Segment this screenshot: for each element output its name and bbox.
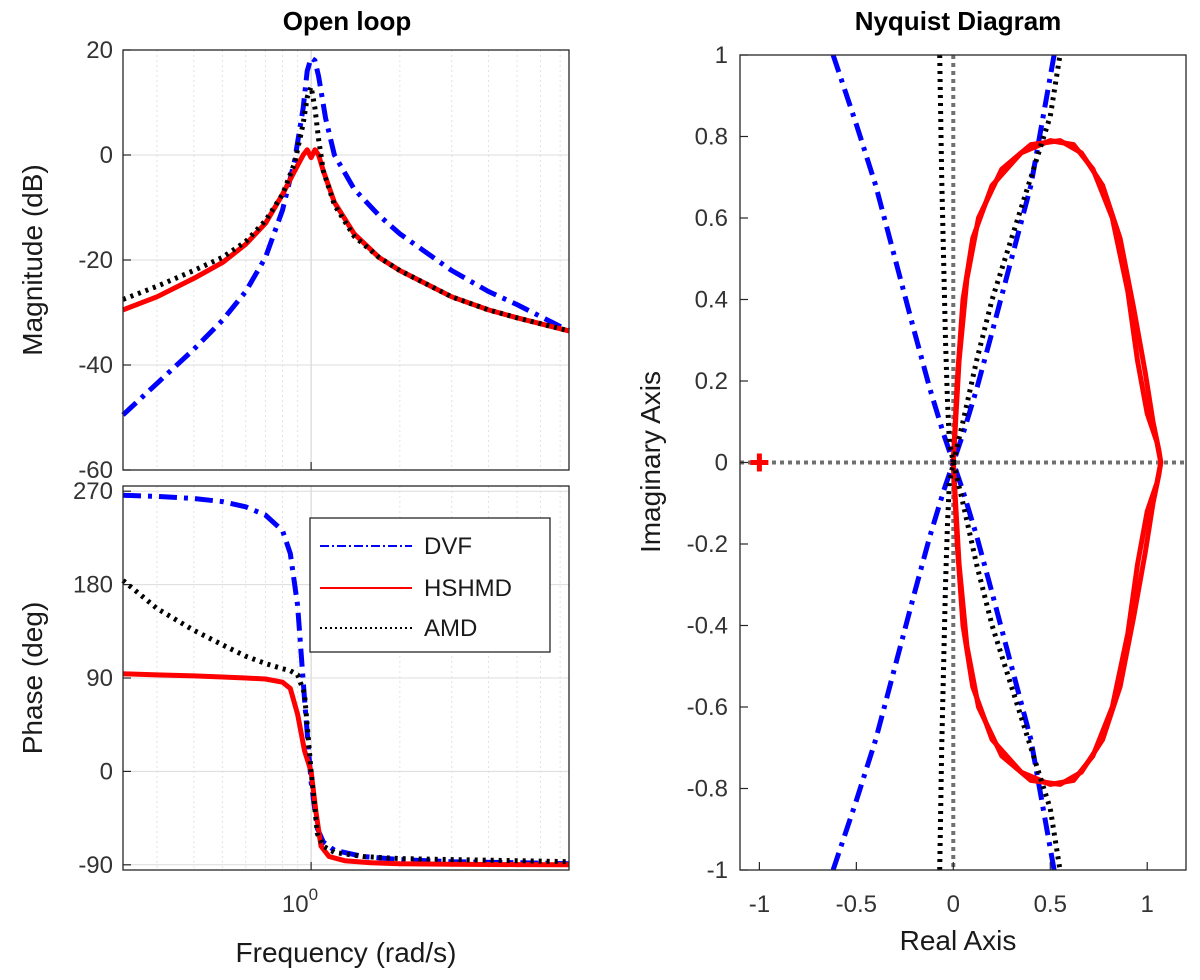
frequency-x-axis-title: Frequency (rad/s)	[236, 937, 457, 968]
nyquist-hshmd-curve	[950, 138, 1164, 787]
nyquist-ticks: -1 -0.5 0 0.5 1 1 0.8 0.6 0.4 0.2 0 -0.2 -0.4 -0.6 -0.…	[687, 42, 1154, 918]
magnitude-plot: Open loop 20 0 -20 -40 -60 Magnitude (dB)	[17, 6, 571, 484]
nyquist-y-tick-label: 0.8	[695, 124, 728, 151]
legend: DVF HSHMD AMD	[309, 517, 551, 653]
phase-y-ticks: 270 180 90 0 -90	[73, 478, 312, 879]
nyquist-x-tick-label: -0.5	[836, 891, 877, 918]
x-tick-base: 10	[282, 891, 309, 918]
nyquist-axes-box	[739, 54, 1187, 871]
frequency-x-tick-label: 100	[282, 885, 318, 918]
nyquist-x-tick-label: 0.5	[1034, 891, 1067, 918]
y-tick-label: 0	[100, 758, 113, 785]
magnitude-series-group	[121, 55, 571, 417]
x-tick-exponent: 0	[309, 885, 318, 904]
nyquist-x-tick-label: 1	[1141, 891, 1154, 918]
nyquist-title: Nyquist Diagram	[855, 6, 1062, 36]
nyquist-x-tick-label: 0	[947, 891, 960, 918]
legend-hshmd-label: HSHMD	[424, 575, 512, 602]
nyquist-y-tick-label: 0.4	[695, 287, 728, 314]
phase-y-axis-title: Phase (deg)	[17, 602, 48, 755]
y-tick-label: 90	[86, 665, 113, 692]
legend-box	[309, 517, 551, 653]
series-dvf-line	[121, 55, 571, 417]
nyquist-y-axis-title: Imaginary Axis	[635, 371, 666, 553]
nyquist-amd-curve	[937, 54, 1063, 871]
y-tick-label: -90	[78, 852, 113, 879]
y-tick-label: -20	[78, 247, 113, 274]
nyquist-y-tick-label: 0.2	[695, 368, 728, 395]
nyquist-y-tick-label: 1	[715, 42, 728, 69]
nyquist-x-axis-title: Real Axis	[900, 925, 1017, 956]
nyquist-y-tick-label: -0.6	[687, 694, 728, 721]
nyquist-y-tick-label: -1	[707, 857, 728, 884]
y-tick-label: -60	[78, 457, 113, 484]
nyquist-y-tick-label: 0	[715, 450, 728, 477]
magnitude-y-ticks: 20 0 -20 -40 -60	[78, 37, 312, 484]
y-tick-label: 20	[86, 37, 113, 64]
nyquist-plot: Nyquist Diagram -1 -0.5 0 0.5 1 1 0.8 0.6 0.4 0.2…	[635, 6, 1187, 956]
magnitude-axes-box	[122, 49, 570, 471]
series-hshmd-line	[122, 671, 570, 868]
critical-point-marker	[750, 453, 769, 472]
open-loop-title: Open loop	[283, 6, 412, 36]
y-tick-label: 270	[73, 478, 113, 505]
legend-amd-label: AMD	[424, 615, 477, 642]
nyquist-reference-lines	[740, 55, 1186, 870]
magnitude-grid	[123, 49, 569, 471]
legend-dvf-label: DVF	[424, 533, 472, 560]
y-tick-label: 180	[73, 572, 113, 599]
magnitude-y-axis-title: Magnitude (dB)	[17, 164, 48, 355]
nyquist-y-tick-label: -0.2	[687, 531, 728, 558]
nyquist-y-tick-label: -0.4	[687, 613, 728, 640]
nyquist-series-group	[830, 54, 1164, 871]
phase-axes-box	[122, 485, 570, 871]
nyquist-y-tick-label: -0.8	[687, 776, 728, 803]
y-tick-label: 0	[100, 142, 113, 169]
nyquist-y-tick-label: 0.6	[695, 205, 728, 232]
nyquist-x-tick-label: -1	[749, 891, 770, 918]
y-tick-label: -40	[78, 352, 113, 379]
phase-series-group	[121, 492, 570, 868]
series-amd-line	[122, 84, 570, 334]
